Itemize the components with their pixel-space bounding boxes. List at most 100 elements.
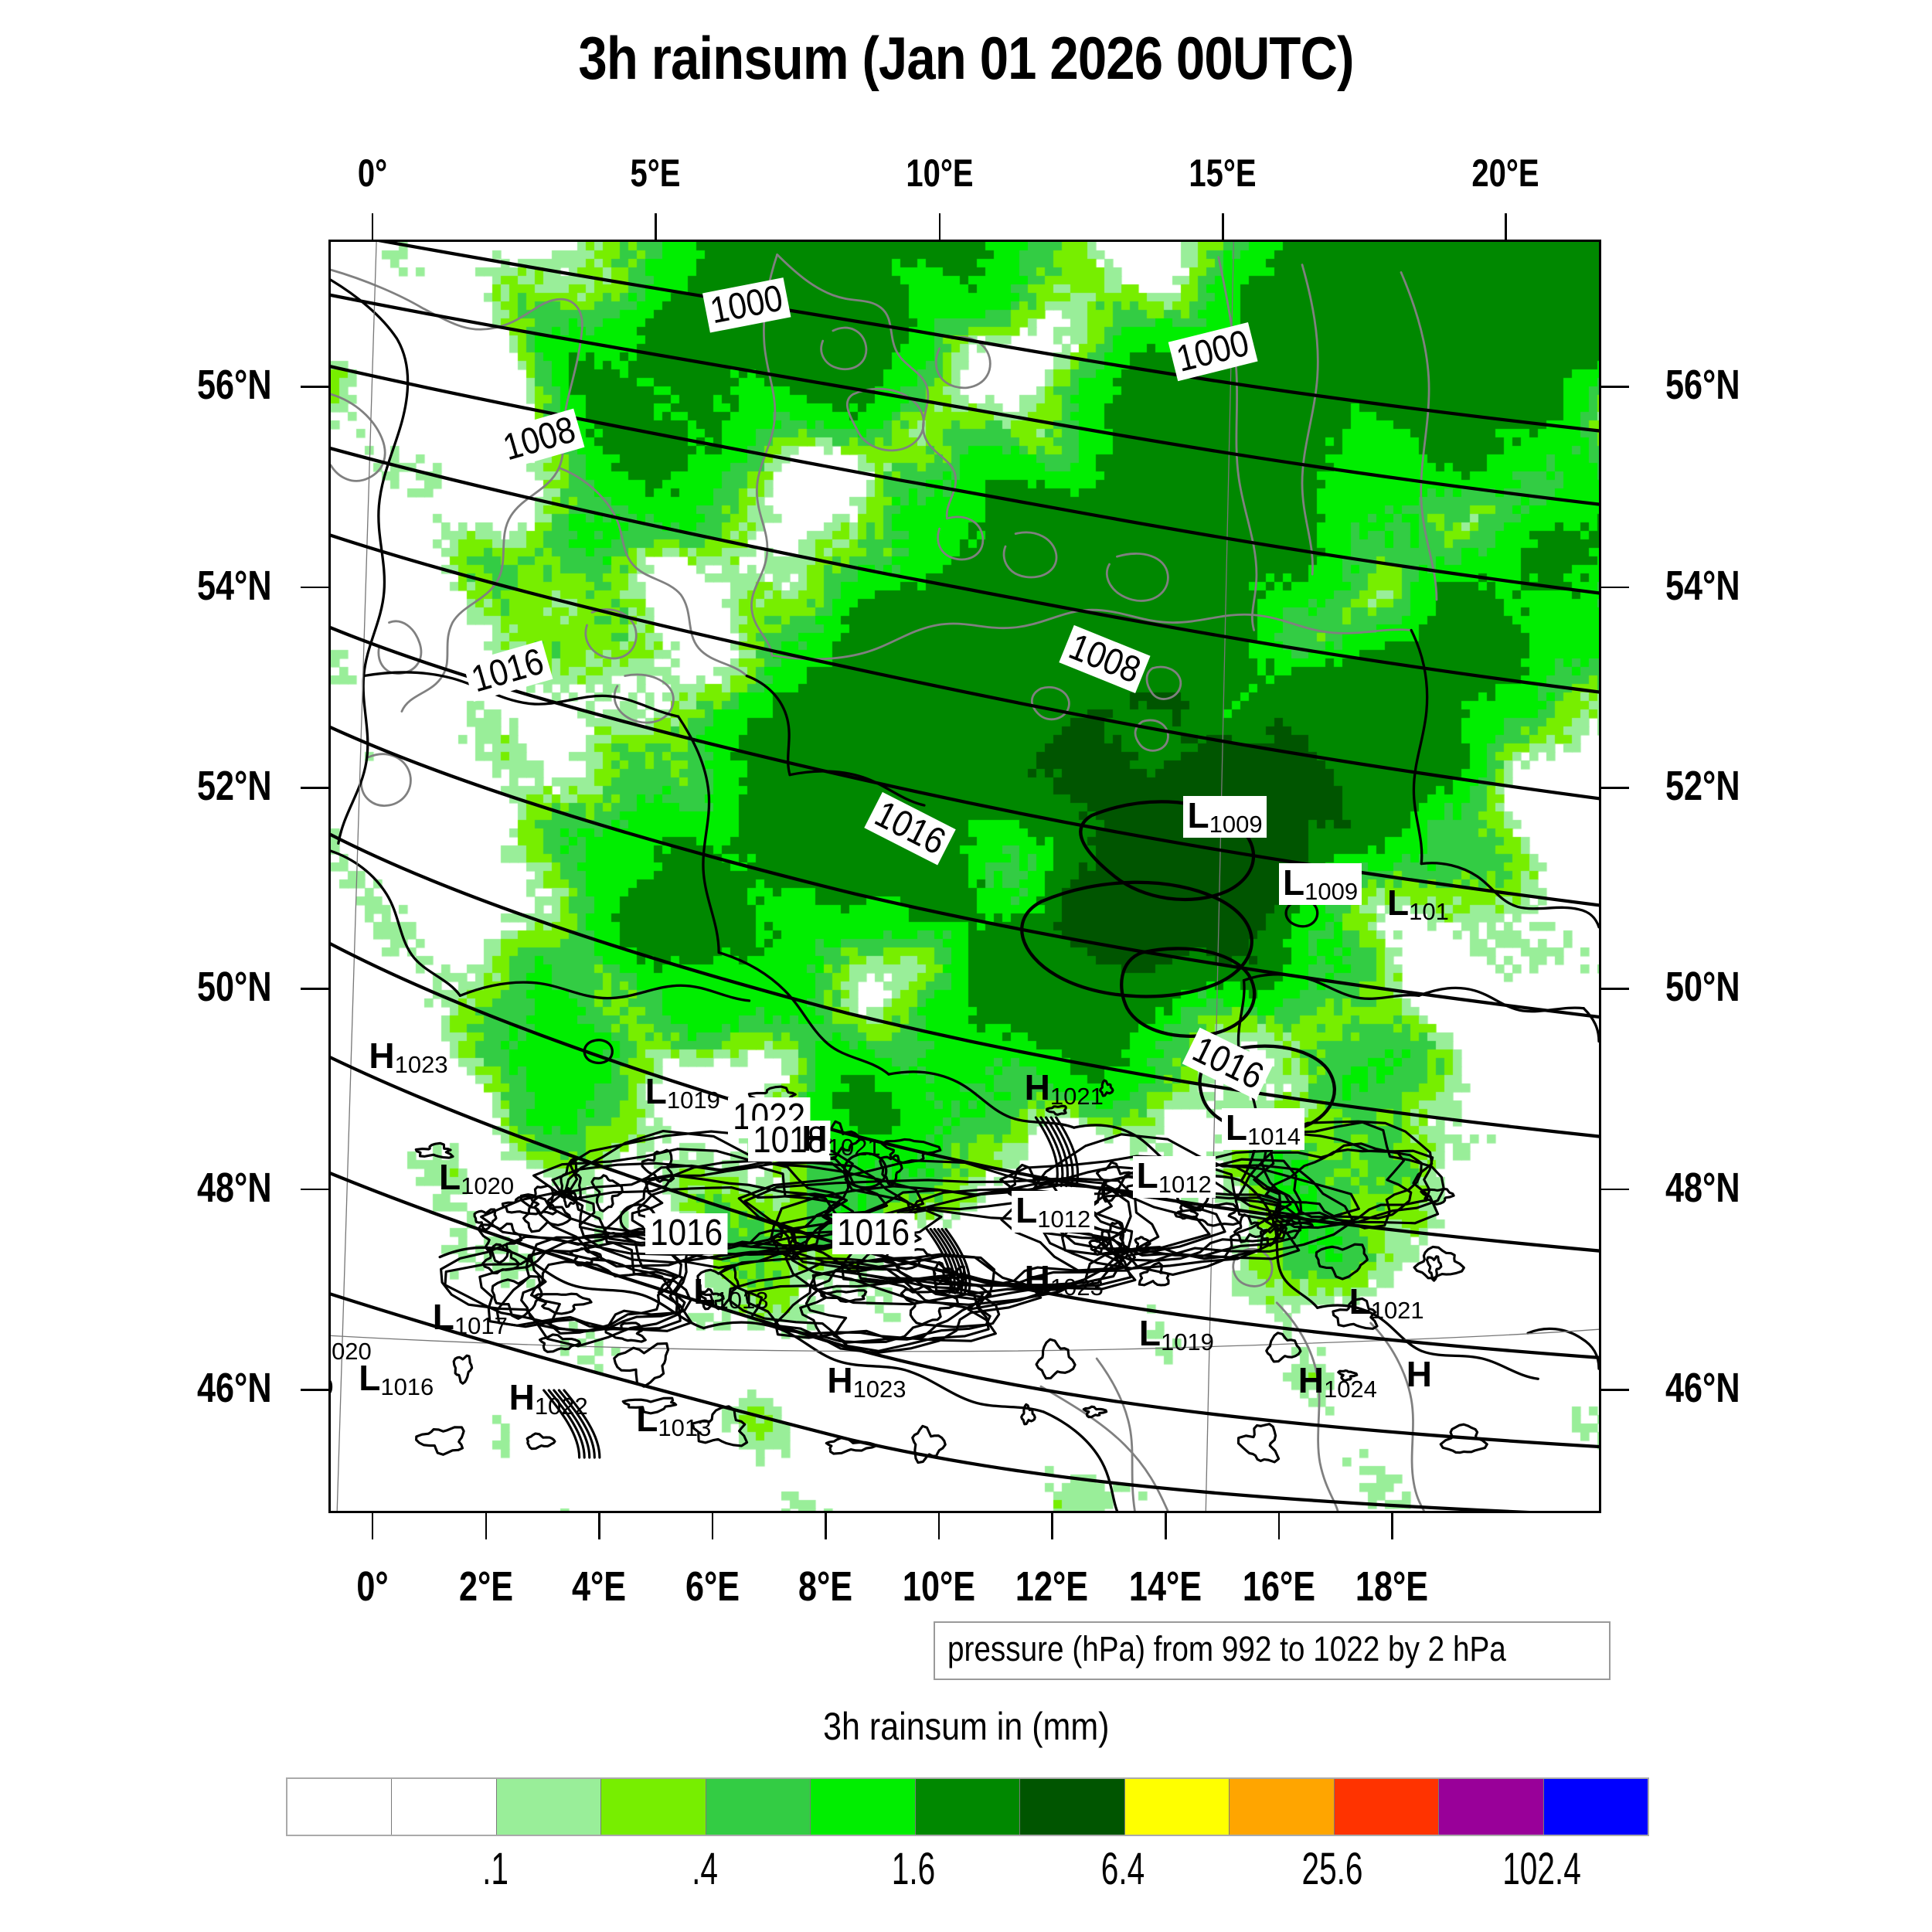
isobars-path [331, 942, 1599, 1253]
alps-path [414, 1141, 454, 1159]
colorbar-tick-label: 6.4 [1100, 1844, 1145, 1894]
colorbar-cell[interactable] [1334, 1779, 1440, 1835]
colorbar-cell[interactable] [1543, 1779, 1648, 1835]
right-axis-tick-label: 46°N [1665, 1365, 1740, 1412]
alps-path [641, 1148, 675, 1183]
alps-path [1439, 1423, 1488, 1454]
borders-path [717, 951, 890, 1076]
alps-path [879, 1154, 903, 1187]
alps-path [900, 1284, 960, 1326]
pressure-center-letter: L [1138, 1313, 1161, 1354]
pressure-center-letter: L [1136, 1155, 1158, 1196]
alps-path [1332, 1297, 1379, 1330]
pressure-center-value: 1016 [380, 1372, 434, 1400]
axis-tick [655, 213, 657, 240]
isobars-path [1020, 880, 1253, 998]
alps-path [477, 1223, 523, 1264]
map-plot-area[interactable]: 1000 1000 1008 1008 1016 1016 1016 1016 1016 1022… [328, 240, 1601, 1513]
coast-path [613, 673, 675, 724]
alps-path [526, 1432, 556, 1451]
pressure-center-value: 1023 [852, 1376, 906, 1403]
pressure-center-letter: L [1283, 862, 1305, 903]
coast-path [1275, 1301, 1339, 1511]
alps-path [937, 1227, 964, 1294]
alps-path [1035, 1338, 1077, 1380]
pressure-center-letter: L [636, 1398, 658, 1439]
colorbar-title-text: 3h rainsum in (mm) [822, 1705, 1110, 1748]
alps-path [820, 1289, 868, 1303]
bottom-axis-tick-label: 16°E [1242, 1563, 1315, 1610]
alps-path [696, 1265, 740, 1311]
alps-path [604, 1321, 647, 1343]
pressure-center-value: 1019 [1160, 1328, 1214, 1356]
colorbar-cell[interactable] [811, 1779, 916, 1835]
pressure-center-value: 1021 [1370, 1297, 1424, 1325]
low-pressure-marker: L1016 [359, 1360, 434, 1399]
borders-path [438, 1246, 706, 1330]
coast-path [776, 253, 957, 520]
borders-path [362, 671, 680, 718]
borders-path [1582, 1007, 1599, 1043]
colorbar-tick-label: 102.4 [1502, 1844, 1581, 1894]
borders-path [907, 1369, 1045, 1413]
alps-path [603, 1165, 858, 1248]
coast-path [1039, 1385, 1169, 1511]
left-axis-tick-label: 48°N [197, 1164, 272, 1211]
axis-tick [1391, 1513, 1393, 1539]
alps-path [520, 1249, 686, 1332]
top-axis-tick-label: 15°E [1189, 151, 1257, 195]
pressure-center-value: 1013 [715, 1286, 769, 1314]
left-axis-tick-label: 56°N [197, 362, 272, 409]
borders-path [331, 849, 462, 997]
colorbar[interactable] [286, 1777, 1649, 1836]
coast-path [359, 753, 412, 807]
axis-tick [825, 1513, 827, 1539]
pressure-center-value: 1020 [331, 1373, 333, 1400]
colorbar-cell[interactable] [1439, 1779, 1544, 1835]
coast-path [770, 608, 1413, 661]
coast-path [1301, 264, 1319, 576]
colorbar-cell[interactable] [1020, 1779, 1125, 1835]
alps-path [519, 1184, 558, 1216]
low-pressure-marker: L1013 [636, 1401, 711, 1440]
colorbar-title: 3h rainsum in (mm) [0, 1704, 1932, 1749]
alps-path [491, 1274, 543, 1320]
colorbar-cell[interactable] [1124, 1779, 1230, 1835]
alps-path [929, 1227, 956, 1294]
pressure-center-value: 1012 [1037, 1205, 1091, 1233]
pressure-center-value: 1021 [1049, 1083, 1104, 1111]
low-pressure-marker: L1009 [1183, 794, 1267, 838]
colorbar-cell[interactable] [1230, 1779, 1335, 1835]
alps-path [590, 1174, 624, 1213]
low-pressure-marker: L1012 [1012, 1190, 1095, 1233]
colorbar-cell[interactable] [601, 1779, 706, 1835]
axis-tick [711, 1513, 714, 1539]
high-pressure-marker: H1022 [509, 1379, 588, 1418]
bottom-axis-tick-label: 12°E [1015, 1563, 1089, 1610]
contour-value-label: 1018 [748, 1121, 831, 1162]
coast-path [1134, 719, 1169, 752]
alps-path [621, 1396, 678, 1415]
axis-tick [371, 213, 374, 240]
pressure-center-value: 1020 [461, 1172, 515, 1199]
colorbar-cell[interactable] [287, 1779, 393, 1835]
coast-path [1105, 553, 1169, 602]
pressure-center-value: 1020 [331, 1337, 372, 1365]
pressure-center-letter: H [369, 1036, 395, 1076]
colorbar-cell[interactable] [915, 1779, 1021, 1835]
colorbar-tick-label: 1.6 [892, 1844, 936, 1894]
colorbar-cell[interactable] [392, 1779, 497, 1835]
coast-path [1400, 271, 1438, 601]
alps-path [415, 1426, 465, 1456]
borders-path [887, 1070, 1076, 1129]
pressure-center-letter: H [1406, 1354, 1432, 1394]
pressure-center-letter: H [1298, 1360, 1324, 1401]
alps-path [1138, 1261, 1170, 1287]
pressure-center-letter: H [1024, 1067, 1050, 1108]
bottom-axis-tick-label: 10°E [902, 1563, 975, 1610]
colorbar-cell[interactable] [496, 1779, 602, 1835]
colorbar-cell[interactable] [706, 1779, 811, 1835]
coast-path [377, 620, 423, 675]
pressure-center-letter: L [1187, 794, 1209, 835]
axis-tick [1165, 1513, 1167, 1539]
